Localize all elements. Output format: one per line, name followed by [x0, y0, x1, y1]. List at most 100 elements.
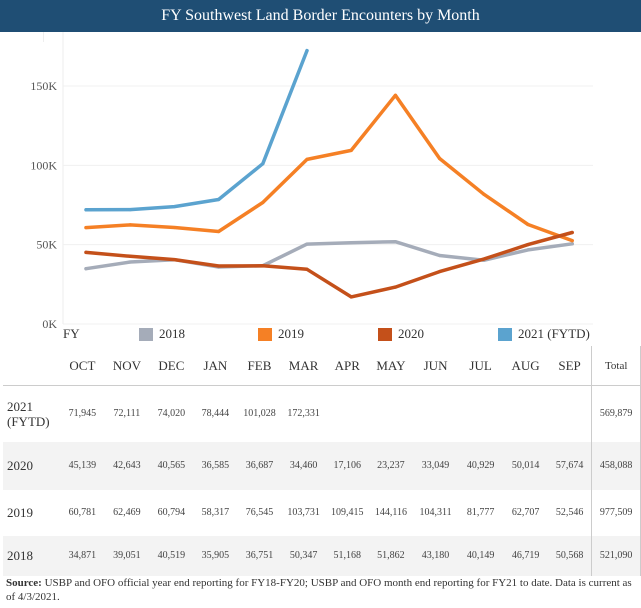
table-row: 2019 60,781 62,469 60,794 58,317 76,545 103,73… [3, 489, 641, 536]
table-cell: 51,862 [368, 535, 414, 576]
table-cell: 72,111 [113, 408, 141, 420]
legend-item-2021[interactable]: 2021 (FYTD) [498, 326, 590, 342]
data-point [393, 285, 397, 289]
header-month: APR [325, 346, 369, 386]
legend: FY 2018 2019 2020 2021 (FYTD) [0, 326, 641, 346]
row-year: 2020 [3, 441, 61, 490]
header-month: NOV [104, 346, 150, 386]
y-tick-label: 50K [36, 238, 57, 252]
table-cell: 50,347 [281, 535, 326, 576]
data-point [526, 222, 530, 227]
table-cell: 40,149 [457, 535, 504, 576]
data-point [438, 269, 442, 274]
table-cell: 76,545 [245, 507, 274, 518]
legend-label: 2018 [159, 326, 185, 341]
legend-swatch [378, 327, 392, 341]
table-cell: 101,028 [243, 408, 276, 420]
table-cell: 43,180 [413, 535, 458, 576]
data-point [305, 267, 309, 271]
table-cell: 36,585 [193, 441, 238, 490]
table-cell: 23,237 [368, 441, 414, 490]
table-cell: 71,945 [68, 408, 97, 420]
table-cell: 45,139 [60, 441, 105, 490]
legend-title: FY [63, 326, 80, 341]
table-cell: 39,051 [104, 535, 150, 576]
data-point [172, 225, 176, 230]
data-point [305, 48, 309, 53]
table-cell: 40,565 [149, 441, 194, 490]
data-point [570, 239, 574, 243]
header-total: Total [591, 346, 641, 386]
header-month: OCT [60, 346, 105, 386]
header-month: FEB [237, 346, 282, 386]
data-point [128, 223, 132, 227]
series-line-2020 [84, 230, 574, 299]
table-row: 2020 45,139 42,643 40,565 36,585 36,687 34,460… [3, 441, 641, 490]
source-label: Source: [6, 577, 42, 589]
header-month: JUN [413, 346, 458, 386]
table-cell: 50,568 [547, 535, 592, 576]
divider [43, 32, 44, 42]
table-cell: 78,444 [201, 408, 230, 420]
legend-item-2018[interactable]: 2018 [139, 326, 185, 342]
table-cell: 34,871 [60, 535, 105, 576]
table-cell [548, 386, 592, 442]
table-cell: 144,116 [374, 507, 407, 518]
data-point [84, 250, 88, 254]
data-point [261, 162, 265, 166]
table-cell: 172,331 [287, 408, 320, 420]
data-point [172, 258, 176, 262]
row-year-label: 2018 [7, 548, 33, 563]
data-point [305, 242, 309, 246]
table-cell: 60,781 [68, 507, 97, 518]
table-cell: 58,317 [201, 507, 230, 518]
table-cell: 36,751 [237, 535, 282, 576]
data-point [172, 204, 176, 209]
data-point [393, 240, 397, 244]
table-cell: 46,719 [503, 535, 548, 576]
legend-label: 2020 [398, 326, 424, 341]
row-total: 569,879 [591, 385, 641, 442]
legend-item-2019[interactable]: 2019 [258, 326, 304, 342]
row-year-label: 2020 [7, 458, 33, 473]
data-point [305, 157, 309, 162]
data-point [482, 257, 486, 261]
table-cell: 109,415 [331, 507, 364, 518]
table-row: 2021 (FYTD) 71,945 72,111 74,020 78,444 101,02… [3, 385, 641, 442]
table-cell: 81,777 [466, 507, 495, 518]
data-point [570, 242, 574, 246]
data-point [349, 148, 353, 152]
line-chart: 0K 50K 100K 150K [30, 32, 593, 331]
legend-label: 2021 (FYTD) [518, 326, 590, 341]
table-cell: 35,905 [193, 535, 238, 576]
data-table: OCT NOV DEC JAN FEB MAR APR MAY JUN JUL AUG SEP Tota… [3, 346, 641, 576]
data-point [128, 207, 132, 212]
row-year-label: 2021 [7, 398, 33, 414]
legend-swatch [139, 327, 153, 341]
table-cell [413, 386, 458, 442]
row-year-sublabel: (FYTD) [7, 413, 50, 429]
table-cell: 60,794 [157, 507, 186, 518]
data-point [217, 197, 221, 202]
legend-item-2020[interactable]: 2020 [378, 326, 424, 342]
series-line-2021 [84, 48, 309, 212]
table-cell: 40,929 [457, 441, 504, 490]
source-note: Source: USBP and OFO official year end r… [6, 576, 636, 604]
data-point [349, 295, 353, 299]
data-point [393, 93, 397, 97]
table-cell: 62,469 [113, 507, 141, 518]
header-month: JUL [457, 346, 504, 386]
table-cell [326, 386, 369, 442]
table-cell: 104,311 [419, 507, 452, 518]
table-cell: 36,687 [237, 441, 282, 490]
data-point [261, 200, 265, 205]
row-total: 977,509 [591, 489, 641, 536]
table-cell [369, 386, 414, 442]
table-cell: 34,460 [281, 441, 326, 490]
table-cell: 33,049 [413, 441, 458, 490]
row-year: 2018 [3, 535, 61, 576]
table-cell: 57,674 [547, 441, 592, 490]
header-month: DEC [149, 346, 194, 386]
series-line-2019 [84, 93, 574, 243]
table-cell: 42,643 [104, 441, 150, 490]
